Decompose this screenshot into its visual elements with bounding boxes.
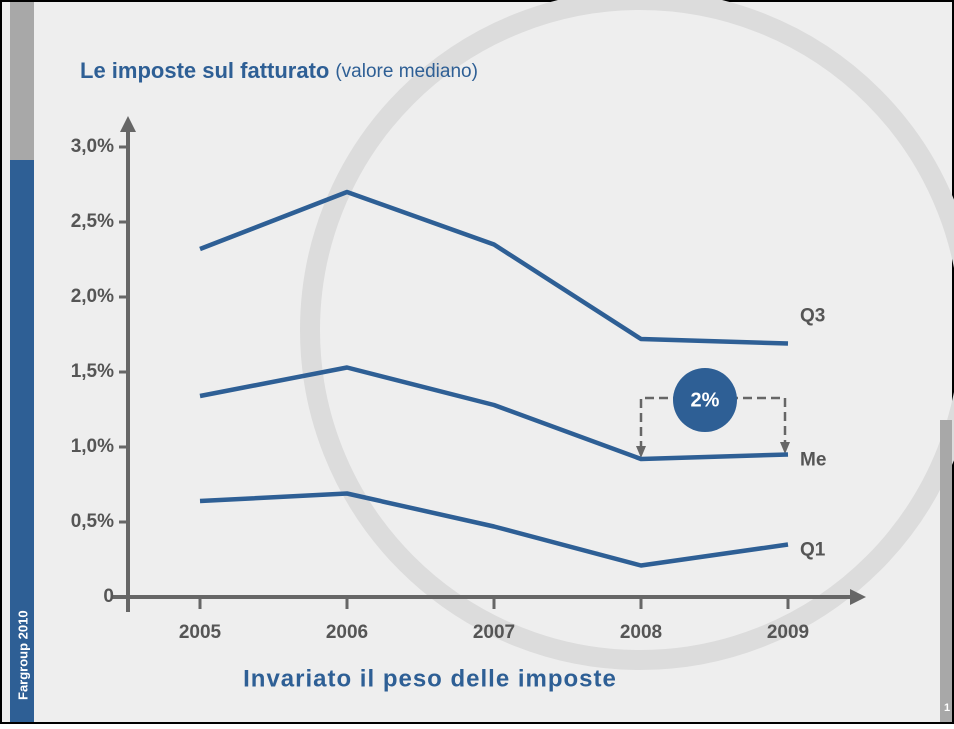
y-tick-label: 1,0%	[71, 436, 114, 457]
chart-title: Le imposte sul fatturato	[80, 58, 329, 83]
y-tick-label: 0,5%	[71, 511, 114, 532]
series-label: Q3	[800, 306, 825, 327]
series-label: Q1	[800, 540, 826, 561]
slide: Fargroup 2010 1 Le imposte sul fatturato…	[0, 0, 954, 724]
x-tick-label: 2009	[767, 622, 809, 643]
page: {"chart_data": {"type": "line", "title":…	[0, 0, 954, 729]
x-tick-label: 2008	[620, 622, 662, 643]
series-label: Me	[800, 450, 826, 471]
x-tick-label: 2007	[473, 622, 515, 643]
x-tick-label: 2006	[326, 622, 368, 643]
y-tick-label: 3,0%	[71, 136, 114, 157]
right-bar	[940, 420, 952, 722]
annotation: 2%	[691, 389, 720, 411]
y-tick-label: 2,0%	[71, 286, 114, 307]
side-label: Fargroup 2010	[15, 610, 30, 700]
chart-title-group: Le imposte sul fatturato (valore mediano)	[80, 58, 478, 83]
caption: Invariato il peso delle imposte	[243, 665, 617, 692]
y-tick-label: 1,5%	[71, 361, 114, 382]
side-strip-top	[10, 2, 34, 160]
page-number: 1	[944, 702, 950, 714]
y-tick-label: 0	[103, 586, 114, 607]
x-tick-label: 2005	[179, 622, 222, 643]
y-tick-label: 2,5%	[71, 211, 114, 232]
chart-subtitle: (valore mediano)	[335, 61, 478, 82]
